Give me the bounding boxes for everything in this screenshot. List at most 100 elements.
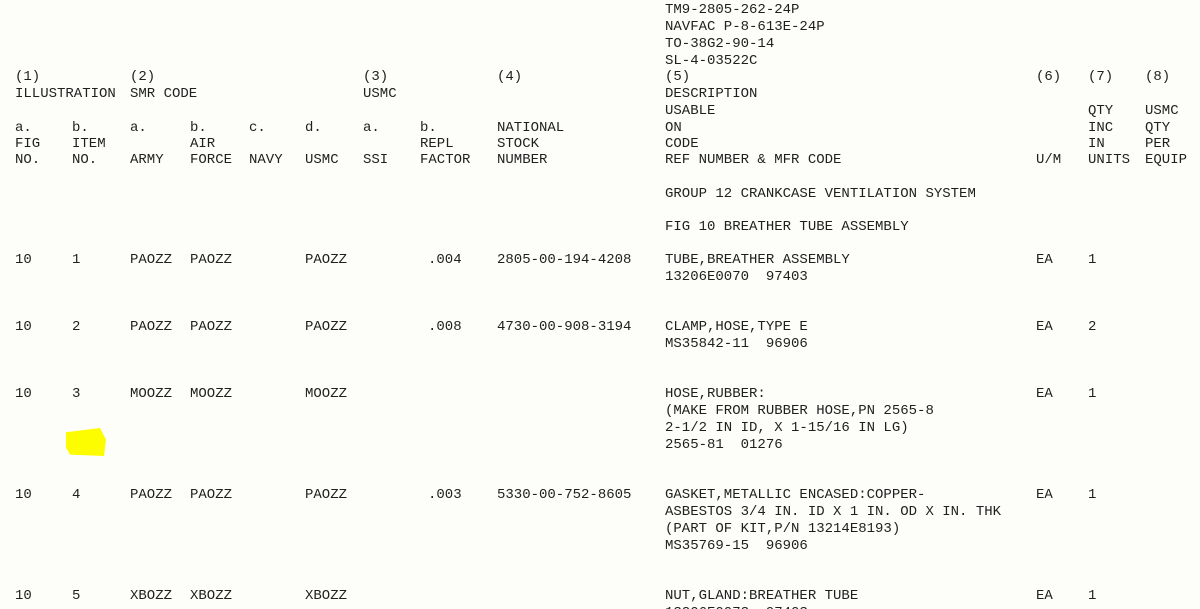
cell-airforce: PAOZZ (190, 252, 232, 269)
cell-item: 2 (72, 319, 80, 336)
col2d-c: USMC (305, 152, 339, 169)
col3b-a: b. (420, 120, 437, 137)
col5-ref: REF NUMBER & MFR CODE (665, 152, 841, 169)
col4-c: NUMBER (497, 152, 547, 169)
cell-army: PAOZZ (130, 319, 172, 336)
col6-num: (6) (1036, 69, 1061, 86)
col2-num: (2) (130, 69, 155, 86)
fig-heading: FIG 10 BREATHER TUBE ASSEMBLY (665, 219, 909, 236)
col5-c: CODE (665, 136, 699, 153)
cell-qty: 1 (1088, 588, 1096, 605)
col2c-a: c. (249, 120, 266, 137)
cell-desc-line: 2-1/2 IN ID, X 1-15/16 IN LG) (665, 420, 909, 437)
col1b-b: ITEM (72, 136, 106, 153)
col2b-b: AIR (190, 136, 215, 153)
cell-usmc: PAOZZ (305, 487, 347, 504)
cell-desc-line: (MAKE FROM RUBBER HOSE,PN 2565-8 (665, 403, 934, 420)
col7-a: QTY (1088, 103, 1113, 120)
cell-um: EA (1036, 252, 1053, 269)
cell-airforce: MOOZZ (190, 386, 232, 403)
cell-desc-line: HOSE,RUBBER: (665, 386, 766, 403)
doc-ref-2: TO-38G2-90-14 (665, 36, 774, 53)
cell-repl: .003 (428, 487, 462, 504)
cell-qty: 1 (1088, 487, 1096, 504)
cell-fig: 10 (15, 319, 32, 336)
col5-num: (5) (665, 69, 690, 86)
highlight-marker (66, 428, 106, 456)
cell-um: EA (1036, 487, 1053, 504)
cell-um: EA (1036, 588, 1053, 605)
col4-num: (4) (497, 69, 522, 86)
col7-b: INC (1088, 120, 1113, 137)
col1a-c: NO. (15, 152, 40, 169)
col1a-a: a. (15, 120, 32, 137)
col3-num: (3) (363, 69, 388, 86)
cell-usmc: PAOZZ (305, 319, 347, 336)
cell-army: MOOZZ (130, 386, 172, 403)
cell-desc-line: GASKET,METALLIC ENCASED:COPPER- (665, 487, 925, 504)
group-heading: GROUP 12 CRANKCASE VENTILATION SYSTEM (665, 186, 976, 203)
cell-airforce: PAOZZ (190, 319, 232, 336)
col2b-c: FORCE (190, 152, 232, 169)
col8-num: (8) (1145, 69, 1170, 86)
cell-usmc: XBOZZ (305, 588, 347, 605)
cell-desc-line: (PART OF KIT,P/N 13214E8193) (665, 521, 900, 538)
cell-fig: 10 (15, 487, 32, 504)
doc-ref-1: NAVFAC P-8-613E-24P (665, 19, 825, 36)
col4-b: STOCK (497, 136, 539, 153)
cell-army: PAOZZ (130, 487, 172, 504)
col3a-a: a. (363, 120, 380, 137)
cell-item: 3 (72, 386, 80, 403)
cell-repl: .008 (428, 319, 462, 336)
cell-desc-line: MS35842-11 96906 (665, 336, 808, 353)
cell-repl: .004 (428, 252, 462, 269)
cell-item: 4 (72, 487, 80, 504)
cell-airforce: XBOZZ (190, 588, 232, 605)
cell-qty: 1 (1088, 386, 1096, 403)
cell-desc-line: 13206E0070 97403 (665, 269, 808, 286)
cell-desc-line: 2565-81 01276 (665, 437, 783, 454)
cell-nsn: 2805-00-194-4208 (497, 252, 631, 269)
col2c-c: NAVY (249, 152, 283, 169)
col1a-b: FIG (15, 136, 40, 153)
cell-qty: 2 (1088, 319, 1096, 336)
cell-qty: 1 (1088, 252, 1096, 269)
col2b-a: b. (190, 120, 207, 137)
col1-sub: ILLUSTRATION (15, 86, 116, 103)
cell-item: 1 (72, 252, 80, 269)
cell-desc-line: CLAMP,HOSE,TYPE E (665, 319, 808, 336)
cell-desc-line: 13206E0073 97403 (665, 605, 808, 609)
col7-c: IN (1088, 136, 1105, 153)
cell-usmc: PAOZZ (305, 252, 347, 269)
col1b-a: b. (72, 120, 89, 137)
col5-a: USABLE (665, 103, 715, 120)
col6-c: U/M (1036, 152, 1061, 169)
cell-fig: 10 (15, 588, 32, 605)
doc-ref-3: SL-4-03522C (665, 53, 757, 70)
cell-army: XBOZZ (130, 588, 172, 605)
col1-num: (1) (15, 69, 40, 86)
cell-nsn: 4730-00-908-3194 (497, 319, 631, 336)
col4-a: NATIONAL (497, 120, 564, 137)
col3a-c: SSI (363, 152, 388, 169)
cell-army: PAOZZ (130, 252, 172, 269)
col7-num: (7) (1088, 69, 1113, 86)
col8-c: PER (1145, 136, 1170, 153)
cell-airforce: PAOZZ (190, 487, 232, 504)
col2a-a: a. (130, 120, 147, 137)
col2-sub: SMR CODE (130, 86, 197, 103)
cell-nsn: 5330-00-752-8605 (497, 487, 631, 504)
col1b-c: NO. (72, 152, 97, 169)
col8-a: USMC (1145, 103, 1179, 120)
col5-sub: DESCRIPTION (665, 86, 757, 103)
col3-sub: USMC (363, 86, 397, 103)
cell-fig: 10 (15, 252, 32, 269)
cell-fig: 10 (15, 386, 32, 403)
col7-d: UNITS (1088, 152, 1130, 169)
col3b-b: REPL (420, 136, 454, 153)
cell-usmc: MOOZZ (305, 386, 347, 403)
col2d-a: d. (305, 120, 322, 137)
cell-um: EA (1036, 319, 1053, 336)
col8-d: EQUIP (1145, 152, 1187, 169)
col2a-c: ARMY (130, 152, 164, 169)
